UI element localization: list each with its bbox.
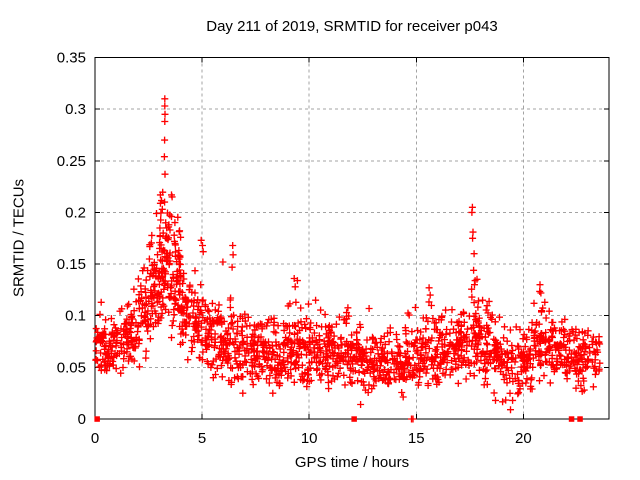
y-tick-label: 0.2 xyxy=(65,204,86,221)
y-tick-labels: 0 0.05 0.1 0.15 0.2 0.25 0.3 0.35 xyxy=(57,50,86,429)
zero-value-markers xyxy=(94,416,583,422)
x-axis-label: GPS time / hours xyxy=(294,454,410,471)
x-tick-label: 0 xyxy=(91,430,99,447)
x-tick-label: 20 xyxy=(515,430,532,447)
gridlines xyxy=(95,57,609,419)
y-tick-label: 0.3 xyxy=(65,101,86,118)
zero-value-square xyxy=(577,416,583,422)
y-tick-label: 0.25 xyxy=(57,153,86,170)
zero-value-square xyxy=(568,416,575,422)
zero-value-square xyxy=(351,416,357,422)
y-tick-label: 0.35 xyxy=(57,50,86,67)
x-tick-label: 15 xyxy=(408,430,425,447)
data-points xyxy=(92,95,604,423)
y-tick-label: 0 xyxy=(78,411,86,428)
y-tick-label: 0.1 xyxy=(65,308,86,325)
y-tick-label: 0.15 xyxy=(57,256,86,273)
chart-title: Day 211 of 2019, SRMTID for receiver p04… xyxy=(206,18,498,35)
x-tick-label: 10 xyxy=(301,430,318,447)
x-tick-labels: 0 5 10 15 20 xyxy=(91,430,532,447)
zero-value-square xyxy=(94,416,100,422)
y-tick-label: 0.05 xyxy=(57,359,86,376)
x-tick-label: 5 xyxy=(198,430,206,447)
